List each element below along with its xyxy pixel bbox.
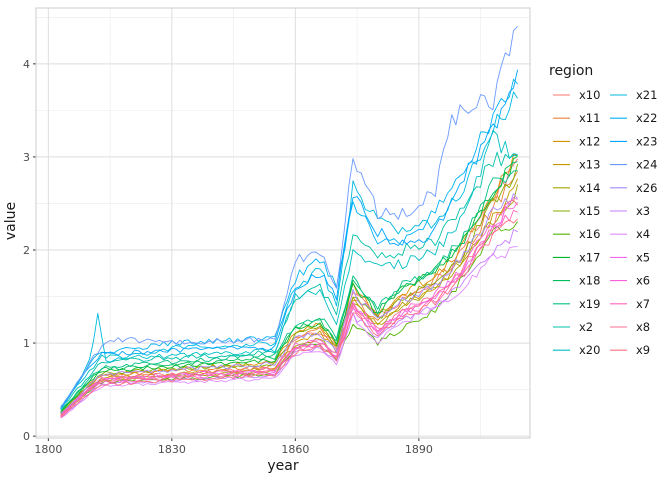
x-tick-label: 1860	[281, 443, 309, 456]
series-line-x20	[60, 129, 518, 407]
series-line-x10	[60, 158, 518, 417]
legend-label-x2: x2	[579, 320, 593, 334]
x-tick-label: 1800	[34, 443, 62, 456]
legend-label-x20: x20	[579, 343, 600, 357]
y-tick-label: 2	[23, 244, 30, 257]
legend-label-x13: x13	[579, 158, 600, 172]
legend-label-x19: x19	[579, 297, 600, 311]
series-line-x12	[60, 153, 518, 413]
series-line-x17	[60, 156, 518, 413]
legend-label-x14: x14	[579, 181, 600, 195]
series-line-x11	[60, 170, 518, 414]
legend-label-x16: x16	[579, 227, 600, 241]
y-tick-label: 0	[23, 430, 30, 443]
y-tick-label: 3	[23, 151, 30, 164]
legend-label-x6: x6	[636, 274, 650, 288]
x-tick-label: 1830	[158, 443, 186, 456]
legend-title: region	[549, 63, 593, 79]
panel-border	[35, 7, 531, 439]
series-lines	[60, 25, 519, 419]
x-tick-label: 1890	[405, 443, 433, 456]
series-line-x2	[60, 151, 518, 409]
legend-label-x17: x17	[579, 250, 600, 264]
legend-label-x10: x10	[579, 88, 600, 102]
series-line-x26	[60, 193, 518, 414]
legend-label-x24: x24	[636, 158, 657, 172]
legend-label-x3: x3	[636, 204, 650, 218]
y-tick-label: 4	[23, 58, 30, 71]
legend-label-x5: x5	[636, 250, 650, 264]
legend-label-x9: x9	[636, 343, 650, 357]
axes: 1800 1830 1860 1890 0 1 2 3 4	[23, 7, 531, 456]
legend-label-x22: x22	[636, 111, 657, 125]
y-axis-title: value	[3, 202, 19, 240]
legend-label-x26: x26	[636, 181, 657, 195]
series-line-x24	[60, 25, 518, 409]
x-axis-title: year	[267, 458, 298, 474]
y-tick-label: 1	[23, 337, 30, 350]
legend-label-x4: x4	[636, 227, 650, 241]
series-line-x8	[60, 199, 518, 416]
legend-label-x12: x12	[579, 134, 600, 148]
legend-label-x23: x23	[636, 134, 657, 148]
series-line-x21	[60, 91, 518, 410]
series-line-x9	[60, 218, 518, 418]
legend-label-x18: x18	[579, 274, 600, 288]
legend-label-x21: x21	[636, 88, 657, 102]
series-line-x23	[60, 69, 519, 410]
legend-label-x11: x11	[579, 111, 600, 125]
series-line-x6	[60, 202, 518, 416]
series-line-x22	[60, 78, 518, 409]
legend-label-x15: x15	[579, 204, 600, 218]
legend: region x10 x11 x12 x13 x14 x15 x16 x17 x18 x19 x2 x…	[549, 63, 657, 357]
legend-label-x8: x8	[636, 320, 650, 334]
legend-label-x7: x7	[636, 297, 650, 311]
series-line-x19	[60, 170, 518, 411]
series-line-x5	[60, 196, 518, 416]
series-line-x4	[60, 246, 518, 419]
